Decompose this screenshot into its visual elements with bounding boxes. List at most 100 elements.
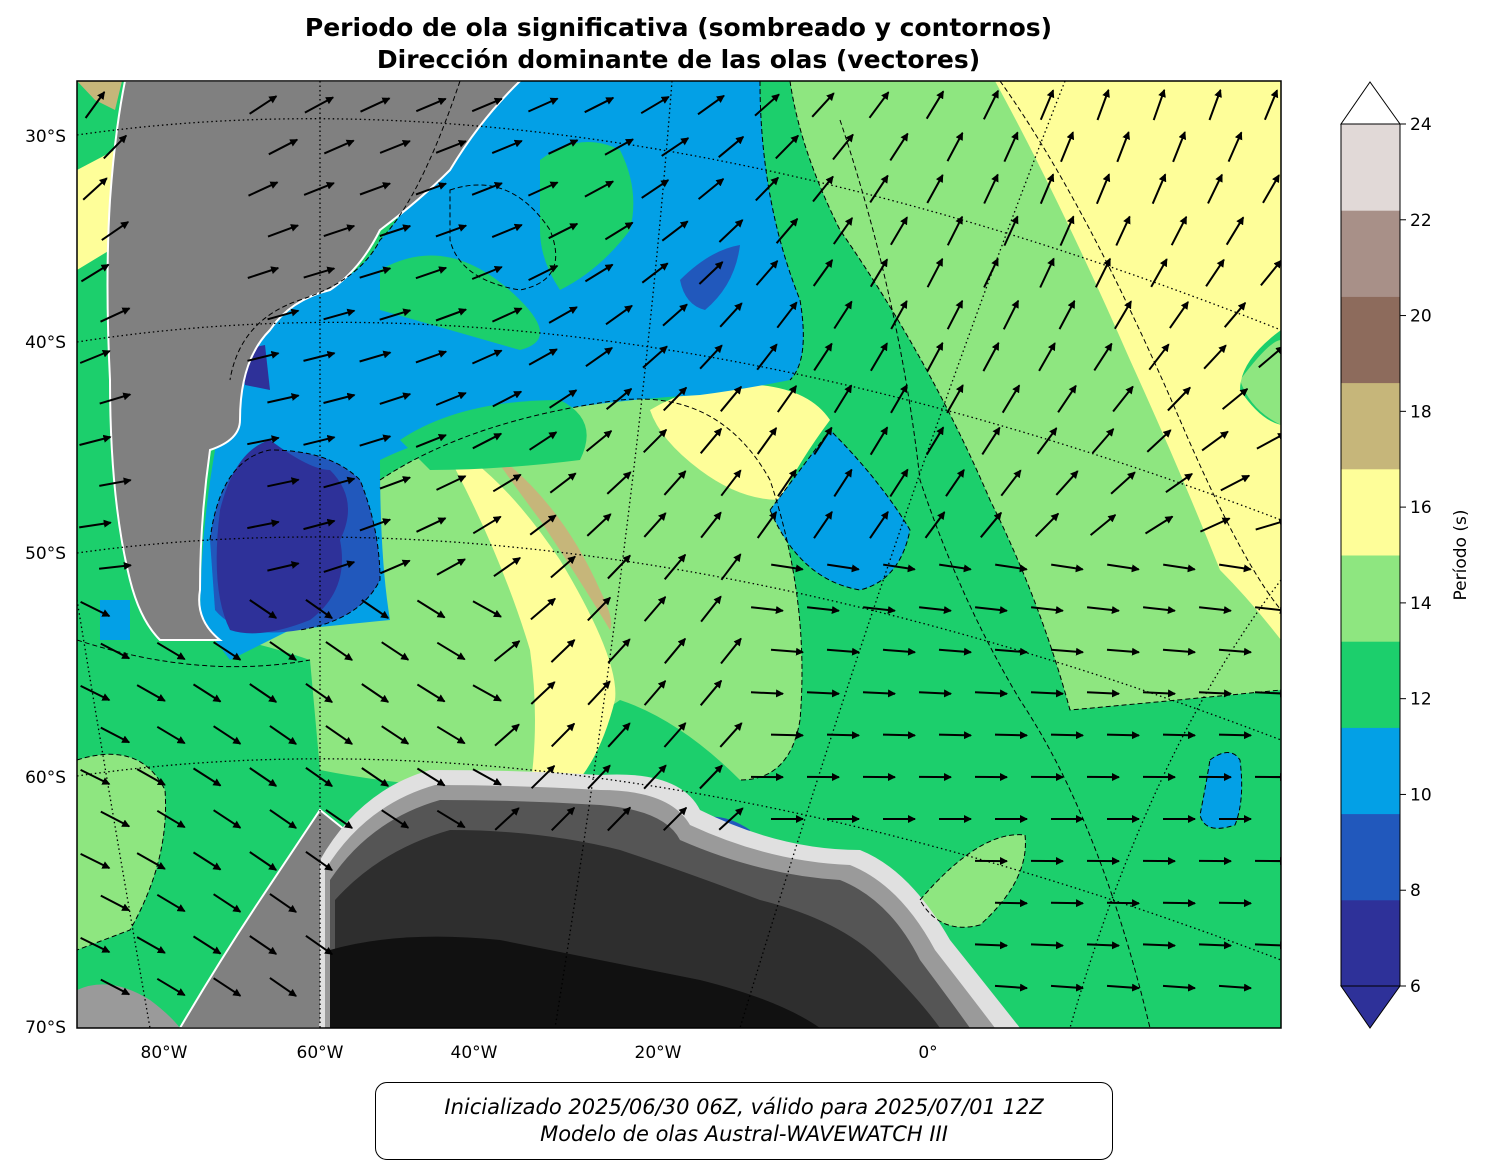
wave-direction-arrow <box>530 765 556 789</box>
wave-direction-arrow <box>925 90 945 120</box>
colorbar-segment <box>1341 468 1400 556</box>
wave-direction-arrow <box>946 215 964 246</box>
wave-direction-arrow <box>1089 514 1117 536</box>
wave-direction-arrow <box>604 138 634 156</box>
wave-direction-arrow <box>100 726 131 744</box>
wave-direction-arrow <box>812 175 834 203</box>
wave-direction-arrow <box>529 514 557 536</box>
wave-direction-arrow <box>80 769 111 785</box>
wave-direction-arrow <box>415 350 448 364</box>
wave-direction-arrow <box>1001 384 1021 414</box>
wave-direction-arrow <box>269 977 297 997</box>
wave-direction-arrow <box>1114 300 1132 330</box>
wave-direction-arrow <box>1162 647 1196 656</box>
wave-direction-arrow <box>267 393 300 404</box>
wave-direction-arrow <box>303 181 335 196</box>
wave-direction-arrow <box>1162 983 1196 992</box>
wave-direction-arrow <box>1225 216 1245 246</box>
wave-direction-arrow <box>267 561 300 572</box>
wave-direction-arrow <box>1096 89 1110 121</box>
wave-direction-arrow <box>813 342 833 371</box>
wave-direction-arrow <box>1051 563 1084 573</box>
period-12-14-area-edge <box>1240 340 1281 425</box>
wave-direction-arrow <box>136 684 166 702</box>
wave-direction-arrow <box>756 511 778 539</box>
wave-direction-arrow <box>994 983 1028 992</box>
wave-direction-arrow <box>882 731 916 740</box>
wave-direction-arrow <box>269 809 297 829</box>
wave-direction-arrow <box>946 299 964 330</box>
wave-direction-arrow <box>833 468 853 497</box>
colorbar-label: Período (s) <box>1451 510 1471 601</box>
wave-direction-arrow <box>359 350 392 363</box>
wave-direction-arrow <box>584 263 614 283</box>
wave-direction-arrow <box>1116 131 1130 163</box>
wave-direction-arrow <box>303 266 336 279</box>
wave-direction-arrow <box>587 596 611 622</box>
wave-direction-arrow <box>323 560 356 573</box>
wave-direction-arrow <box>754 93 780 117</box>
wave-direction-arrow <box>1036 427 1058 455</box>
wave-direction-arrow <box>361 683 390 703</box>
wave-direction-arrow <box>491 307 523 323</box>
wave-direction-arrow <box>325 641 353 661</box>
wave-direction-arrow <box>586 513 612 537</box>
wave-direction-arrow <box>1106 899 1140 908</box>
wave-direction-arrow <box>247 519 280 530</box>
wave-direction-arrow <box>1091 428 1115 454</box>
wave-direction-arrow <box>1167 386 1191 412</box>
wave-direction-arrow <box>1254 606 1281 614</box>
wave-direction-arrow <box>806 689 840 698</box>
colorbar: 6 8 10 12 14 16 18 20 22 24 Período (s) <box>1340 81 1471 1029</box>
wave-direction-arrow <box>699 427 723 454</box>
wave-direction-arrow <box>528 265 559 281</box>
wave-direction-arrow <box>415 182 447 196</box>
wave-direction-arrow <box>883 563 916 573</box>
period-12-14-area-east <box>790 81 1281 710</box>
colorbar-extend-max <box>1340 81 1401 125</box>
wave-direction-arrow <box>325 809 353 829</box>
wave-direction-arrow <box>605 304 633 326</box>
wave-direction-arrow <box>361 767 390 787</box>
wave-direction-arrow <box>99 392 132 405</box>
wave-direction-arrow <box>980 511 1002 538</box>
wave-direction-arrow <box>436 641 466 661</box>
wave-direction-arrow <box>1050 983 1084 992</box>
wave-direction-arrow <box>1146 429 1172 453</box>
wave-direction-arrow <box>641 179 670 199</box>
wave-direction-arrow <box>471 97 503 113</box>
wave-direction-arrow <box>249 599 278 619</box>
wave-direction-arrow <box>604 221 634 241</box>
wave-direction-arrow <box>889 132 909 161</box>
wave-direction-arrow <box>415 266 448 280</box>
wave-direction-arrow <box>249 683 278 703</box>
wave-direction-arrow <box>862 689 896 698</box>
wave-direction-arrow <box>305 682 333 704</box>
period-8-10-area-east <box>770 430 910 590</box>
wave-direction-arrow <box>869 426 889 456</box>
wave-direction-arrow <box>641 262 669 284</box>
wave-direction-arrow <box>269 725 297 745</box>
period-8-10-patch-west <box>100 600 130 640</box>
wave-direction-arrow <box>605 388 633 410</box>
colorbar-tick-label: 6 <box>1410 977 1421 997</box>
wave-direction-arrow <box>1221 388 1249 410</box>
wave-direction-arrow <box>918 689 952 698</box>
wave-direction-arrow <box>435 140 467 154</box>
wave-direction-arrow <box>435 391 467 406</box>
wave-direction-arrow <box>192 767 222 787</box>
wave-direction-arrow <box>1060 131 1075 163</box>
wave-direction-arrow <box>305 598 333 620</box>
wave-direction-arrow <box>1095 257 1111 288</box>
wave-direction-arrow <box>663 722 687 748</box>
wave-direction-arrow <box>99 477 132 487</box>
wave-direction-arrow <box>1218 983 1252 992</box>
wave-direction-arrow <box>323 392 356 404</box>
wave-direction-arrow <box>1142 689 1176 698</box>
wave-direction-arrow <box>882 647 916 656</box>
wave-direction-arrow <box>80 601 111 617</box>
wave-direction-arrow <box>699 679 723 706</box>
wave-direction-arrow <box>1086 606 1120 614</box>
wave-direction-arrow <box>156 977 186 997</box>
wave-direction-arrow <box>945 468 965 497</box>
